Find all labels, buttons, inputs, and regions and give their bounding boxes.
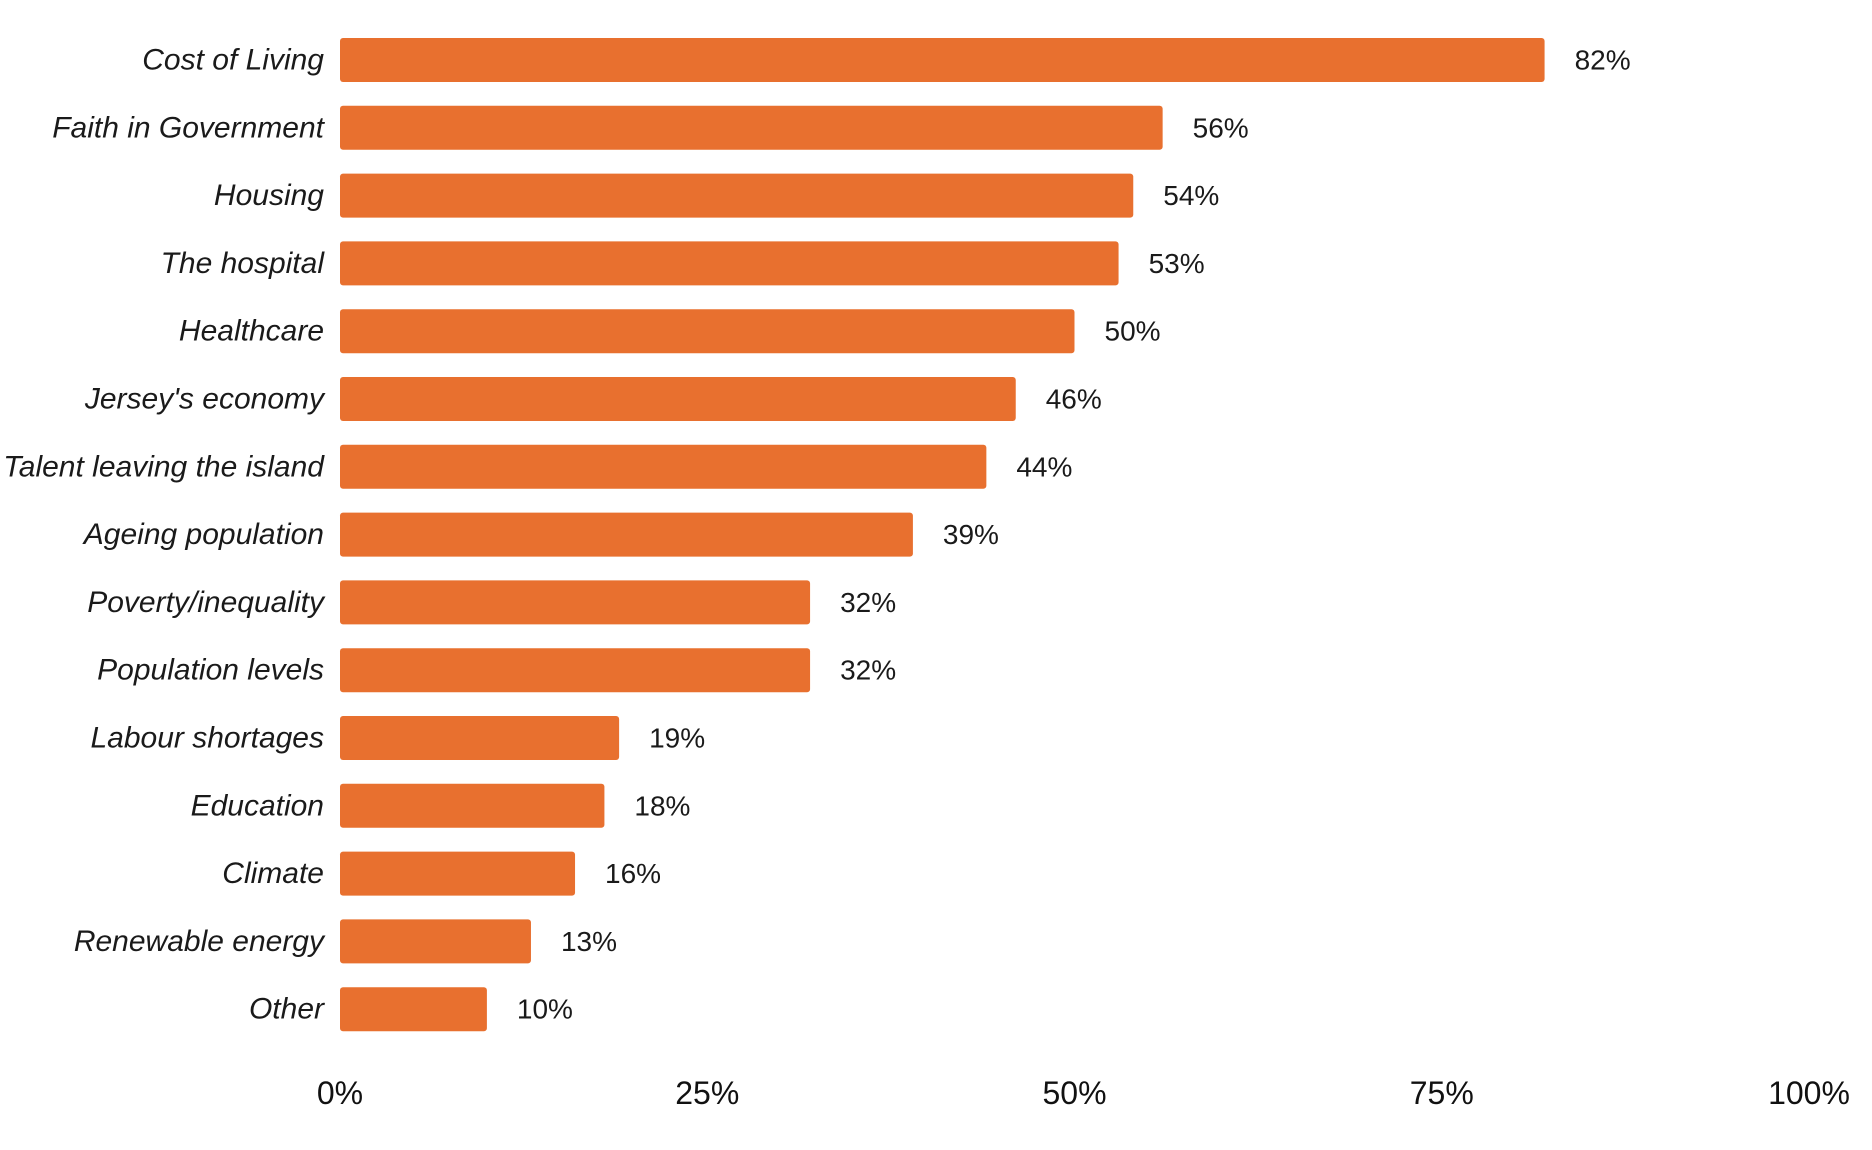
- bar: [340, 105, 1163, 150]
- data-label: 16%: [605, 858, 661, 889]
- category-label: Labour shortages: [91, 722, 325, 755]
- bar: [340, 241, 1119, 286]
- bars-layer: [340, 38, 1545, 1032]
- data-label: 32%: [840, 655, 896, 686]
- x-tick-label: 25%: [675, 1075, 739, 1111]
- bar: [340, 851, 576, 896]
- data-label: 53%: [1149, 248, 1205, 279]
- category-labels: Cost of Living Faith in Government Housing…: [3, 44, 326, 1026]
- bar: [340, 987, 487, 1032]
- x-tick-label: 0%: [317, 1075, 363, 1111]
- data-label: 32%: [840, 587, 896, 618]
- data-label: 10%: [517, 994, 573, 1025]
- bar: [340, 919, 531, 964]
- data-label: 44%: [1016, 451, 1072, 482]
- bar: [340, 648, 811, 693]
- bar: [340, 38, 1545, 82]
- category-label: Population levels: [97, 654, 324, 687]
- x-tick-label: 50%: [1042, 1075, 1106, 1111]
- data-label: 82%: [1575, 45, 1631, 76]
- bar: [340, 444, 987, 489]
- category-label: Ageing population: [82, 518, 324, 551]
- bar: [340, 580, 811, 625]
- x-tick-label: 75%: [1410, 1075, 1474, 1111]
- category-label: Education: [191, 789, 324, 822]
- category-label: Talent leaving the island: [3, 450, 325, 483]
- category-label: Renewable energy: [74, 925, 326, 958]
- x-tick-label: 100%: [1768, 1075, 1850, 1111]
- category-label: Housing: [214, 179, 324, 212]
- category-label: Poverty/inequality: [87, 586, 326, 619]
- bar: [340, 377, 1016, 421]
- category-label: Healthcare: [179, 315, 324, 348]
- bar: [340, 783, 605, 828]
- value-labels: 82% 56% 54% 53% 50% 46% 44% 39% 32% 32% 19% 18% 16% 1…: [517, 45, 1631, 1025]
- data-label: 54%: [1163, 180, 1219, 211]
- category-label: Faith in Government: [52, 111, 325, 144]
- data-label: 50%: [1105, 316, 1161, 347]
- bar: [340, 173, 1134, 218]
- bar: [340, 716, 620, 760]
- data-label: 19%: [649, 723, 705, 754]
- data-label: 56%: [1193, 112, 1249, 143]
- category-label: Cost of Living: [142, 44, 324, 77]
- data-label: 13%: [561, 926, 617, 957]
- data-label: 39%: [943, 519, 999, 550]
- category-label: Climate: [222, 857, 324, 890]
- bar: [340, 512, 913, 557]
- category-label: The hospital: [161, 247, 326, 280]
- category-label: Other: [249, 993, 325, 1026]
- bar: [340, 309, 1075, 354]
- category-label: Jersey's economy: [84, 383, 326, 416]
- x-axis-ticks: 0% 25% 50% 75% 100%: [317, 1075, 1850, 1111]
- data-label: 18%: [634, 790, 690, 821]
- data-label: 46%: [1046, 384, 1102, 415]
